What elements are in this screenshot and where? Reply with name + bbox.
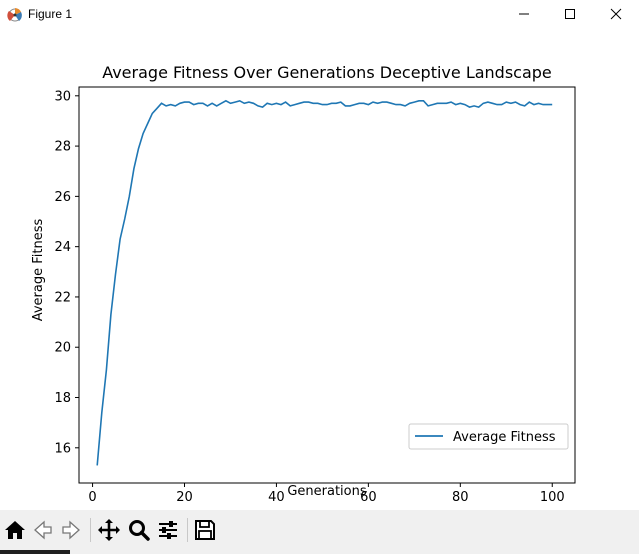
navigation-toolbar xyxy=(0,510,639,550)
y-tick-label: 20 xyxy=(54,341,71,356)
configure-subplots-button[interactable] xyxy=(154,516,182,544)
maximize-button[interactable] xyxy=(547,0,593,28)
y-axis-label: Average Fitness xyxy=(31,219,46,322)
series-line-average-fitness xyxy=(96,99,553,466)
window-title: Figure 1 xyxy=(28,7,73,21)
chart-title: Average Fitness Over Generations Decepti… xyxy=(102,63,552,82)
line-chart: Average Fitness Over Generations Decepti… xyxy=(31,63,576,505)
minimize-icon xyxy=(519,13,529,15)
pan-button[interactable] xyxy=(95,516,123,544)
y-tick-label: 30 xyxy=(54,89,71,104)
x-axis-label: Generations xyxy=(287,484,367,499)
y-tick-label: 18 xyxy=(54,391,71,406)
toolbar-separator xyxy=(90,518,91,542)
magnifier-icon xyxy=(129,520,150,541)
y-tick-label: 16 xyxy=(54,441,71,456)
close-button[interactable] xyxy=(593,0,639,28)
x-tick-label: 0 xyxy=(88,490,96,505)
minimize-button[interactable] xyxy=(501,0,547,28)
legend-box xyxy=(408,423,569,450)
legend: Average Fitness xyxy=(408,423,569,450)
zoom-button[interactable] xyxy=(125,516,153,544)
y-tick-label: 22 xyxy=(54,290,71,305)
y-tick-label: 24 xyxy=(54,240,71,255)
figure-canvas[interactable]: Average Fitness Over Generations Decepti… xyxy=(0,28,639,510)
y-axis-ticks: 16 18 20 22 24 26 28 30 xyxy=(54,89,79,456)
home-button[interactable] xyxy=(1,516,29,544)
x-tick-label: 80 xyxy=(452,490,469,505)
back-arrow-icon xyxy=(34,520,52,540)
x-tick-label: 60 xyxy=(360,490,377,505)
y-tick-label: 28 xyxy=(54,140,71,155)
y-tick-label: 26 xyxy=(54,190,71,205)
x-tick-label: 40 xyxy=(268,490,285,505)
floppy-disk-icon xyxy=(195,520,215,540)
window-titlebar: Figure 1 xyxy=(0,0,639,28)
matplotlib-icon xyxy=(7,8,22,22)
move-icon xyxy=(98,519,120,541)
bottom-edge xyxy=(0,550,639,554)
forward-button[interactable] xyxy=(57,516,85,544)
forward-arrow-icon xyxy=(62,520,80,540)
legend-label: Average Fitness xyxy=(453,430,556,445)
toolbar-separator xyxy=(187,518,188,542)
x-tick-label: 20 xyxy=(176,490,193,505)
save-button[interactable] xyxy=(191,516,219,544)
home-icon xyxy=(5,521,25,539)
back-button[interactable] xyxy=(29,516,57,544)
close-icon xyxy=(610,8,622,20)
x-tick-label: 100 xyxy=(540,490,565,505)
plot-area xyxy=(78,86,576,484)
sliders-icon xyxy=(159,521,177,539)
maximize-icon xyxy=(565,9,575,19)
x-axis-ticks: 0 20 40 60 80 100 xyxy=(88,483,565,505)
